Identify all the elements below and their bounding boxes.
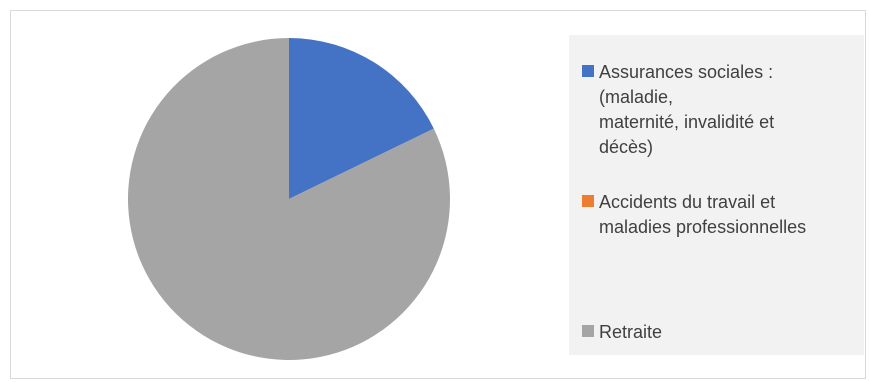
pie-slices <box>128 38 451 360</box>
slice-assurances-sociales <box>289 38 434 199</box>
legend: Assurances sociales : (maladie, maternit… <box>569 35 864 355</box>
legend-swatch-assurances-sociales <box>582 65 594 77</box>
legend-swatch-retraite <box>582 325 594 337</box>
legend-label-retraite: Retraite <box>599 322 663 342</box>
legend-label-accidents-du-travail: Accidents du travail et maladies profess… <box>599 192 807 237</box>
legend-label-assurances-sociales: Assurances sociales : (maladie, maternit… <box>599 62 775 157</box>
legend-item-retraite: Retraite <box>582 320 859 345</box>
legend-swatch-accidents-du-travail <box>582 195 594 207</box>
legend-item-assurances-sociales: Assurances sociales : (maladie, maternit… <box>582 60 859 160</box>
slice-retraite <box>128 38 451 360</box>
legend-item-accidents-du-travail: Accidents du travail et maladies profess… <box>582 190 859 240</box>
